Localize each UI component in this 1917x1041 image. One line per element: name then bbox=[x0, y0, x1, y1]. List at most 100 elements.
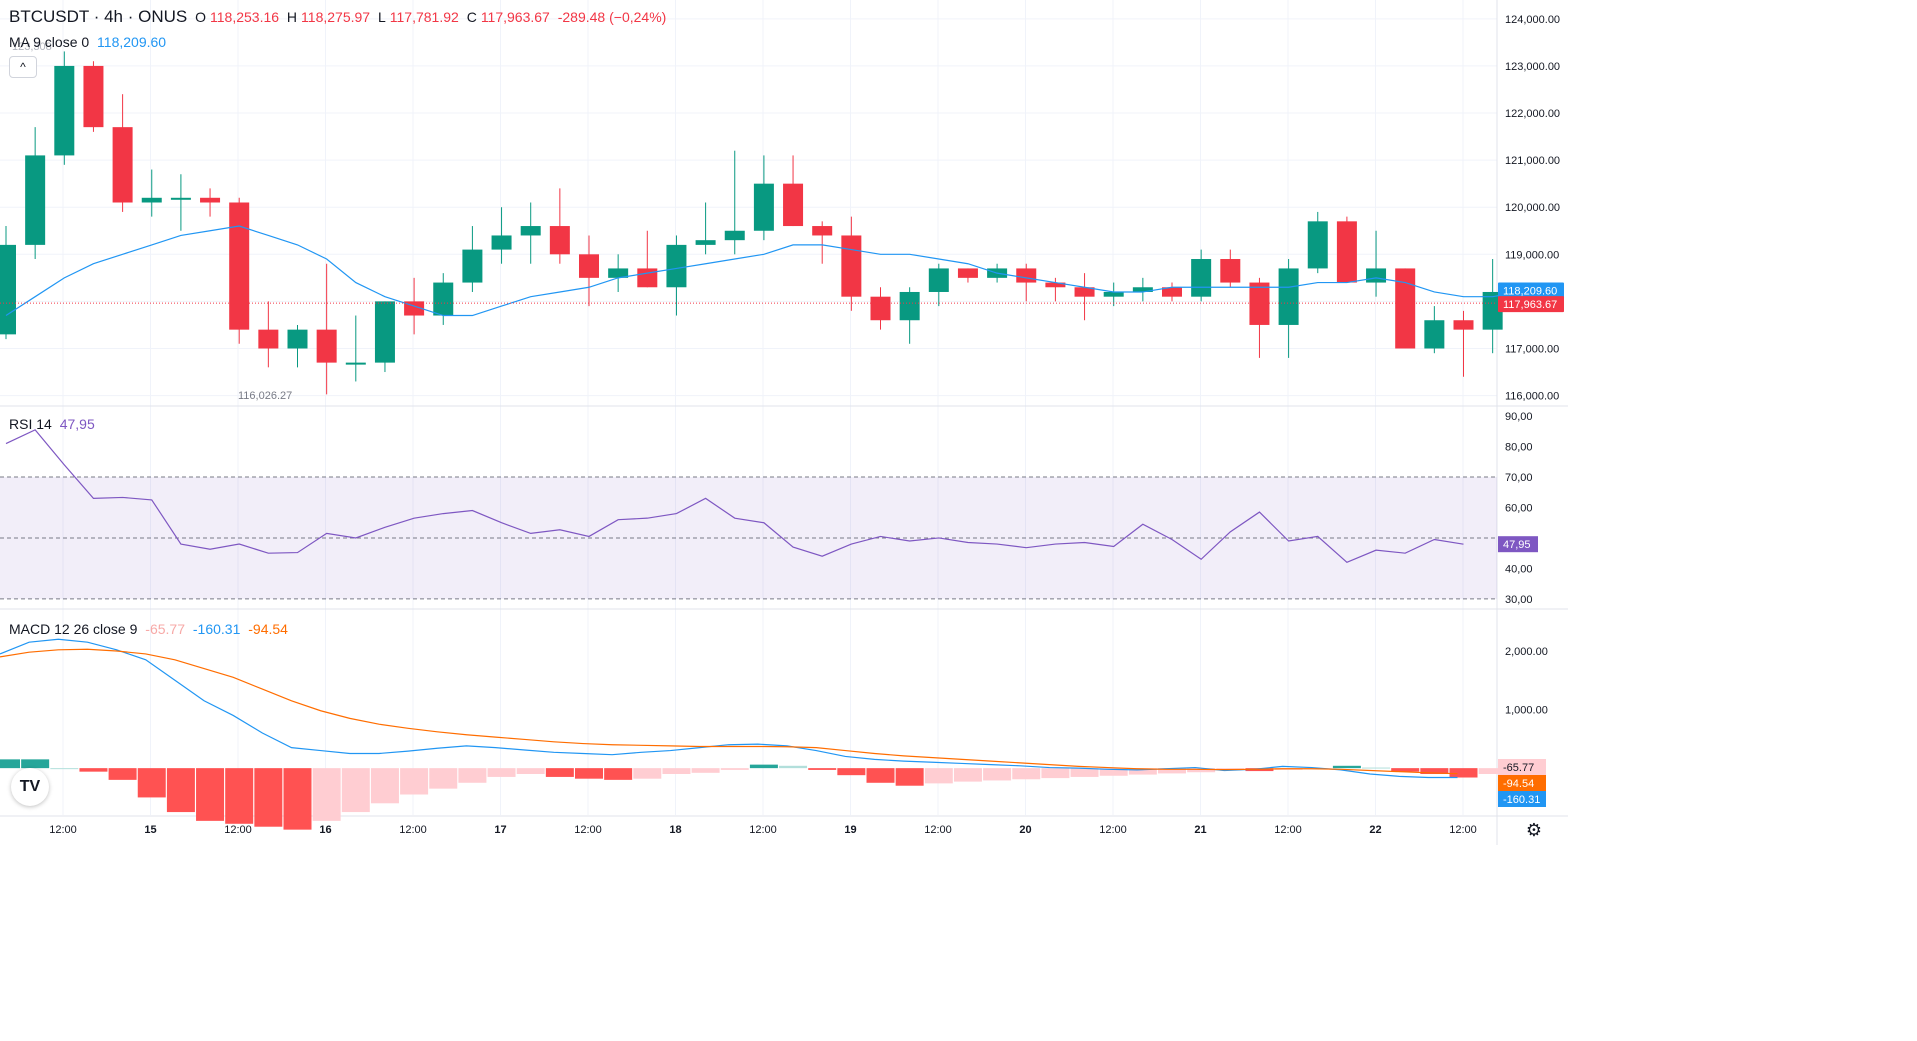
macd-histogram-bar bbox=[633, 768, 662, 779]
time-tick-label: 12:00 bbox=[1274, 824, 1302, 836]
macd-histogram-bar bbox=[924, 768, 953, 784]
candle-body bbox=[1191, 259, 1212, 297]
macd-histogram-bar bbox=[749, 764, 778, 769]
candle-body bbox=[520, 226, 541, 236]
macd-legend-hist: -65.77 bbox=[145, 621, 185, 637]
macd-histogram-bar bbox=[895, 768, 924, 786]
rsi-tick-label: 30,00 bbox=[1505, 594, 1533, 606]
macd-tick-label: 1,000.00 bbox=[1505, 705, 1548, 717]
macd-histogram-bar bbox=[866, 768, 895, 783]
collapse-legend-button[interactable]: ^ bbox=[9, 56, 37, 78]
candle-body bbox=[1162, 287, 1182, 297]
candle-body bbox=[170, 197, 191, 200]
candle-body bbox=[928, 268, 949, 292]
candle-body bbox=[141, 197, 162, 203]
open-value: 118,253.16 bbox=[210, 9, 280, 25]
rsi-legend[interactable]: RSI 14 47,95 bbox=[9, 416, 99, 432]
time-tick-label: 15 bbox=[144, 824, 156, 836]
macd-histogram-bar bbox=[458, 768, 487, 783]
macd-histogram-bar bbox=[575, 768, 603, 779]
candle-body bbox=[1278, 268, 1299, 325]
macd-legend[interactable]: MACD 12 26 close 9 -65.77 -160.31 -94.54 bbox=[9, 621, 292, 637]
macd-histogram-bar bbox=[1012, 768, 1041, 780]
time-tick-label: 12:00 bbox=[224, 824, 252, 836]
candle-body bbox=[870, 296, 891, 321]
price-tick-label: 123,000.00 bbox=[1505, 61, 1560, 73]
ma-badge: 118,209.60 bbox=[1503, 286, 1557, 298]
macd-histogram-bar bbox=[1449, 768, 1478, 778]
candle-body bbox=[433, 282, 454, 316]
macd-histogram-bar bbox=[341, 768, 370, 813]
macd-histogram-bar bbox=[1070, 768, 1099, 777]
macd-histogram-bar bbox=[516, 768, 545, 774]
candle-body bbox=[1074, 287, 1095, 297]
macd-tick-label: 2,000.00 bbox=[1505, 646, 1548, 658]
chart-canvas[interactable]: 123,308 116,026.27 124,000.00 123,000.00 122… bbox=[0, 0, 1568, 845]
rsi-badge-bg bbox=[1498, 536, 1538, 553]
price-badge-bg bbox=[1498, 296, 1564, 313]
macd-histogram-bar bbox=[1478, 768, 1507, 774]
candle-body bbox=[229, 202, 250, 330]
high-label: H bbox=[286, 9, 298, 25]
candle-body bbox=[753, 183, 774, 231]
candle-body bbox=[1453, 320, 1474, 330]
time-tick-label: 12:00 bbox=[1449, 824, 1477, 836]
candle-body bbox=[374, 301, 395, 363]
price-tick-label: 119,000.00 bbox=[1505, 249, 1559, 261]
macd-histogram-bar bbox=[720, 768, 749, 770]
rsi-line bbox=[5, 429, 1464, 564]
candle-body bbox=[1132, 287, 1153, 292]
candle-body bbox=[1336, 221, 1357, 283]
low-value: 117,781.92 bbox=[389, 9, 459, 25]
macd-histogram-bar bbox=[1099, 768, 1128, 776]
candle-body bbox=[83, 65, 104, 128]
macd-histogram-bar bbox=[1362, 767, 1391, 769]
time-tick-label: 16 bbox=[319, 824, 331, 836]
macd-histogram-bar bbox=[429, 768, 458, 789]
candle-body bbox=[258, 329, 279, 349]
close-label: C bbox=[466, 9, 477, 25]
macd-histogram-bar bbox=[953, 768, 982, 782]
candle-body bbox=[1482, 291, 1503, 330]
chevron-up-icon: ^ bbox=[20, 60, 26, 74]
time-tick-label: 12:00 bbox=[1099, 824, 1127, 836]
hist-badge-bg bbox=[1498, 759, 1546, 775]
change-value: -289.48 (−0,24%) bbox=[557, 9, 667, 25]
candle-body bbox=[200, 197, 221, 203]
low-marker-label: 116,026.27 bbox=[238, 390, 292, 402]
candle-body bbox=[1045, 282, 1066, 288]
time-tick-label: 18 bbox=[669, 824, 681, 836]
time-tick-label: 19 bbox=[844, 824, 856, 836]
candle-body bbox=[783, 183, 804, 227]
time-tick-label: 21 bbox=[1194, 824, 1206, 836]
ma-legend[interactable]: MA 9 close 0 118,209.60 bbox=[9, 34, 170, 50]
macd-histogram-bar bbox=[779, 765, 808, 769]
symbol-title[interactable]: BTCUSDT · 4h · ONUS bbox=[9, 7, 188, 26]
price-tick-label: 122,000.00 bbox=[1505, 108, 1560, 120]
tradingview-logo-icon[interactable]: TV bbox=[11, 768, 49, 806]
candle-body bbox=[345, 362, 366, 365]
macd-histogram-bar bbox=[1187, 768, 1216, 773]
signal-line bbox=[0, 648, 1458, 775]
macd-histogram-bar bbox=[487, 768, 516, 777]
gear-icon[interactable]: ⚙ bbox=[1525, 820, 1543, 840]
signal-badge: -94.54 bbox=[1503, 778, 1534, 790]
macd-histogram-bar bbox=[0, 759, 20, 769]
macd-histogram-bar bbox=[1391, 768, 1420, 772]
macd-histogram-bar bbox=[1420, 768, 1449, 774]
macd-histogram-bar bbox=[283, 768, 312, 830]
macd-histogram-bar bbox=[312, 768, 341, 821]
macd-histogram-bar bbox=[196, 768, 225, 821]
candle-body bbox=[608, 268, 629, 278]
price-tick-label: 124,000.00 bbox=[1505, 14, 1560, 26]
time-tick-label: 12:00 bbox=[749, 824, 777, 836]
macd-histogram-bar bbox=[400, 768, 429, 795]
macd-histogram-bar bbox=[21, 759, 50, 769]
macd-histogram-bar bbox=[691, 768, 720, 773]
high-marker-label: 123,308 bbox=[12, 41, 52, 53]
candle-body bbox=[695, 240, 716, 245]
macd-badge-bg bbox=[1498, 791, 1546, 807]
macd-histogram-bar bbox=[50, 768, 79, 770]
macd-line bbox=[0, 638, 1458, 779]
macd-histogram-bar bbox=[1158, 768, 1186, 774]
